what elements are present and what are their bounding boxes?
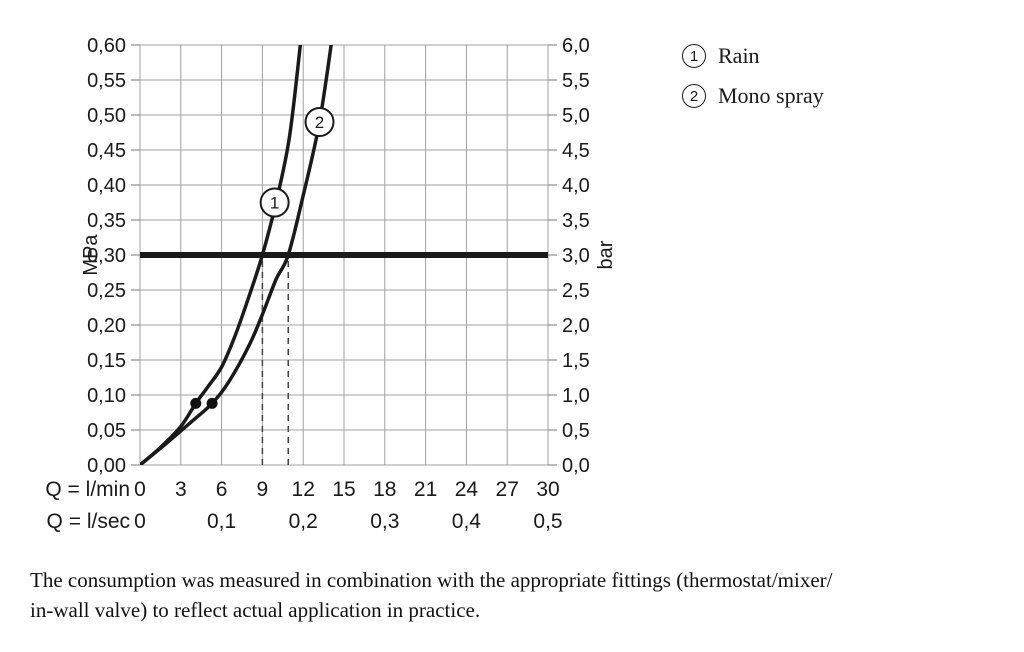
svg-text:0,3: 0,3 [370,510,399,533]
svg-text:18: 18 [373,478,396,501]
svg-text:0: 0 [134,478,146,501]
svg-text:3: 3 [175,478,187,501]
svg-text:2,0: 2,0 [562,315,590,337]
svg-text:15: 15 [332,478,355,501]
svg-text:0,5: 0,5 [533,510,562,533]
svg-text:2,5: 2,5 [562,280,590,302]
legend-item-mono-spray: 2 Mono spray [682,84,824,108]
svg-text:0,00: 0,00 [87,455,126,477]
svg-text:9: 9 [257,478,269,501]
svg-text:MPa: MPa [80,234,102,276]
svg-text:1,0: 1,0 [562,385,590,407]
svg-text:0,4: 0,4 [452,510,482,533]
svg-text:0,15: 0,15 [87,350,126,372]
caption-line-2: in-wall valve) to reflect actual applica… [30,598,481,623]
svg-text:27: 27 [496,478,519,501]
legend-label-mono-spray: Mono spray [718,83,824,108]
svg-text:0,10: 0,10 [87,385,126,407]
svg-text:0,2: 0,2 [289,510,318,533]
svg-text:5,5: 5,5 [562,70,590,92]
svg-text:0,60: 0,60 [87,35,126,57]
svg-text:0,30: 0,30 [87,245,126,267]
svg-text:0,5: 0,5 [562,420,590,442]
svg-text:30: 30 [536,478,559,501]
svg-text:12: 12 [292,478,315,501]
svg-text:0,55: 0,55 [87,70,126,92]
svg-text:0,25: 0,25 [87,280,126,302]
svg-text:24: 24 [455,478,479,501]
svg-text:3,0: 3,0 [562,245,590,267]
legend-label-rain: Rain [718,43,760,68]
svg-text:4,0: 4,0 [562,175,590,197]
svg-text:0,0: 0,0 [562,455,590,477]
svg-text:bar: bar [595,240,617,269]
svg-text:0,45: 0,45 [87,140,126,162]
svg-text:0: 0 [134,510,146,533]
svg-text:5,0: 5,0 [562,105,590,127]
legend-marker-2-icon: 2 [682,84,706,108]
svg-text:6,0: 6,0 [562,35,590,57]
svg-text:0,20: 0,20 [87,315,126,337]
svg-text:3,5: 3,5 [562,210,590,232]
svg-text:1: 1 [270,194,279,213]
svg-text:21: 21 [414,478,437,501]
svg-text:0,1: 0,1 [207,510,236,533]
svg-text:1,5: 1,5 [562,350,590,372]
svg-text:0,40: 0,40 [87,175,126,197]
legend-marker-1-icon: 1 [682,44,706,68]
svg-text:2: 2 [315,113,324,132]
legend-item-rain: 1 Rain [682,44,824,68]
svg-text:0,35: 0,35 [87,210,126,232]
caption-line-1: The consumption was measured in combinat… [30,568,833,592]
svg-text:Q = l/sec: Q = l/sec [47,510,130,533]
legend: 1 Rain 2 Mono spray [682,44,824,124]
caption: The consumption was measured in combinat… [30,565,990,626]
flow-pressure-chart: 0,600,550,500,450,400,350,300,250,200,15… [45,35,617,533]
svg-text:4,5: 4,5 [562,140,590,162]
svg-text:6: 6 [216,478,228,501]
svg-text:0,50: 0,50 [87,105,126,127]
svg-text:Q = l/min: Q = l/min [45,478,130,501]
svg-text:0,05: 0,05 [87,420,126,442]
